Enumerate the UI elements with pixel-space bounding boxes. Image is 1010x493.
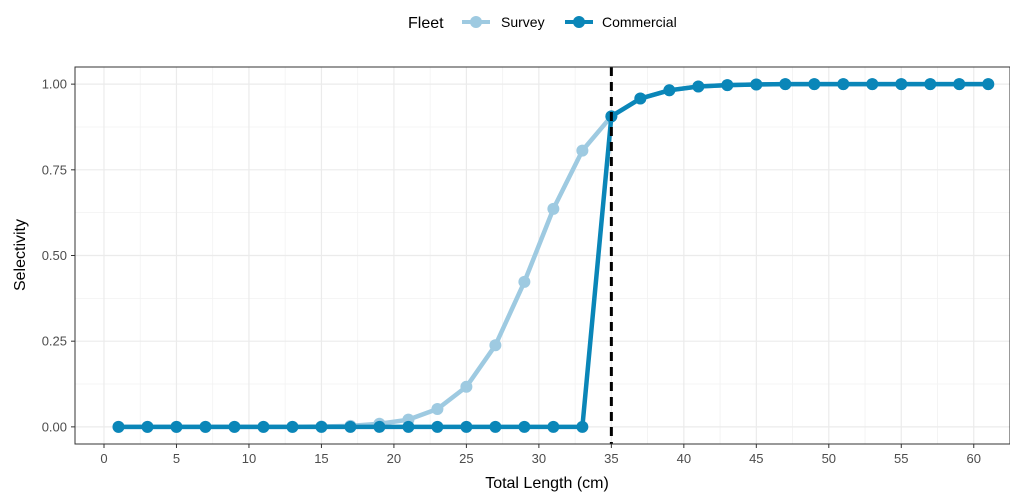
data-point-survey	[460, 380, 473, 393]
data-point-commercial	[750, 78, 763, 91]
x-tick-label: 15	[314, 451, 328, 466]
data-point-commercial	[460, 420, 473, 433]
data-point-commercial	[228, 420, 241, 433]
x-tick-label: 10	[242, 451, 256, 466]
data-point-commercial	[576, 420, 589, 433]
data-point-commercial	[402, 420, 415, 433]
data-point-commercial	[721, 79, 734, 92]
data-point-commercial	[286, 420, 299, 433]
x-tick-label: 20	[387, 451, 401, 466]
data-point-commercial	[634, 92, 647, 105]
data-point-commercial	[431, 420, 444, 433]
data-point-commercial	[199, 420, 212, 433]
data-point-commercial	[547, 420, 560, 433]
data-point-commercial	[170, 420, 183, 433]
data-point-commercial	[692, 80, 705, 93]
data-point-survey	[518, 275, 531, 288]
legend: Fleet Survey Commercial	[408, 14, 677, 32]
legend-key-survey-point	[470, 16, 482, 28]
x-tick-label: 0	[100, 451, 107, 466]
x-tick-label: 25	[459, 451, 473, 466]
legend-item-survey: Survey	[462, 14, 545, 30]
data-point-commercial	[518, 420, 531, 433]
data-point-commercial	[373, 420, 386, 433]
axes: 0 5 10 15 20 25 30 35 40 45 50 55 60 0.00 0.25 0.50 0.75…	[42, 77, 981, 466]
data-point-commercial	[489, 420, 502, 433]
x-tick-label: 55	[894, 451, 908, 466]
y-tick-label: 1.00	[42, 77, 67, 92]
data-point-commercial	[257, 420, 270, 433]
y-tick-label: 0.75	[42, 162, 67, 177]
legend-label-commercial: Commercial	[602, 14, 677, 30]
data-point-commercial	[141, 420, 154, 433]
data-point-survey	[547, 202, 560, 215]
x-tick-label: 35	[604, 451, 618, 466]
data-series	[112, 78, 995, 433]
data-point-commercial	[837, 78, 850, 91]
data-point-commercial	[663, 84, 676, 97]
x-tick-label: 5	[173, 451, 180, 466]
y-axis-title: Selectivity	[12, 219, 29, 291]
y-tick-label: 0.50	[42, 248, 67, 263]
legend-label-survey: Survey	[501, 14, 545, 30]
x-tick-label: 40	[677, 451, 691, 466]
y-tick-label: 0.25	[42, 334, 67, 349]
data-point-survey	[576, 144, 589, 157]
legend-title: Fleet	[408, 15, 444, 32]
data-point-commercial	[924, 78, 937, 91]
data-point-commercial	[953, 78, 966, 91]
grid-lines	[75, 67, 1010, 444]
data-point-commercial	[895, 78, 908, 91]
x-tick-label: 45	[749, 451, 763, 466]
data-point-commercial	[982, 78, 995, 91]
data-point-survey	[431, 403, 444, 416]
data-point-commercial	[779, 78, 792, 91]
x-tick-label: 30	[532, 451, 546, 466]
data-point-commercial	[344, 420, 357, 433]
data-point-commercial	[808, 78, 821, 91]
data-point-survey	[489, 339, 502, 352]
x-tick-label: 50	[822, 451, 836, 466]
data-point-commercial	[112, 420, 125, 433]
legend-key-commercial-point	[573, 16, 585, 28]
data-point-commercial	[866, 78, 879, 91]
legend-item-commercial: Commercial	[565, 14, 677, 30]
data-point-commercial	[315, 420, 328, 433]
series-commercial	[112, 78, 995, 433]
y-tick-label: 0.00	[42, 419, 67, 434]
x-tick-label: 60	[967, 451, 981, 466]
x-axis-title: Total Length (cm)	[485, 475, 609, 492]
